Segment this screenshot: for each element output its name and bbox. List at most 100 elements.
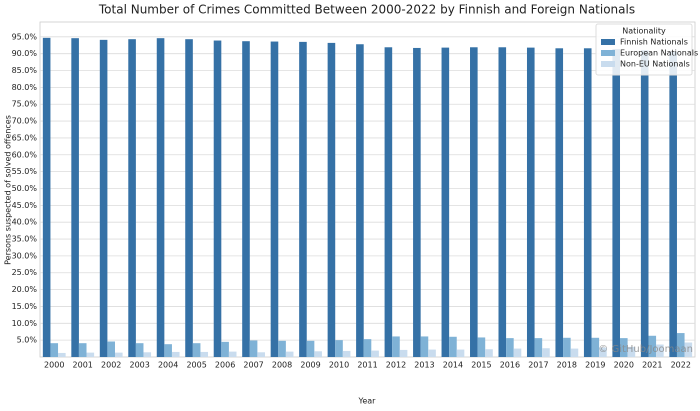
bar [42,37,51,358]
bar [192,343,201,357]
y-tick-label: 95.0% [12,32,38,41]
bar [449,336,457,357]
bar [327,42,336,357]
bar [363,339,372,357]
bar [356,44,364,357]
bar [78,343,87,357]
bar [257,352,265,357]
bar [278,340,286,357]
y-tick-label: 70.0% [12,117,38,126]
legend-label: Non-EU Nationals [620,60,690,69]
x-tick-label: 2001 [73,361,93,370]
bar [335,340,343,357]
y-tick-label: 75.0% [12,100,38,109]
bar [570,348,579,357]
x-tick-label: 2011 [357,361,377,370]
y-tick-label: 35.0% [12,235,38,244]
x-tick-label: 2000 [44,361,64,370]
legend-box [595,23,693,76]
bar [171,351,180,357]
bar [50,343,59,357]
bar [128,39,136,357]
x-tick-label: 2022 [671,361,691,370]
bar [299,41,307,357]
bar [249,340,258,357]
bar [599,347,607,357]
bar [420,336,429,357]
bar [399,349,408,357]
bar [306,340,315,357]
bar [242,41,250,357]
x-tick-label: 2002 [101,361,121,370]
x-tick-label: 2014 [443,361,463,370]
x-axis-label: Year [358,397,377,406]
bar [213,40,222,357]
bar [107,341,115,357]
bar [542,348,550,357]
x-tick-label: 2012 [386,361,406,370]
bar [314,351,322,357]
y-tick-label: 80.0% [12,83,38,92]
bar [270,41,279,358]
bar [470,47,478,357]
bar [71,38,79,357]
x-tick-label: 2013 [414,361,434,370]
bar [228,351,237,357]
bar [371,350,379,357]
bar [591,337,600,357]
bar [498,47,507,357]
bar [648,335,657,357]
y-tick-label: 55.0% [12,167,38,176]
y-tick-label: 15.0% [12,302,38,311]
bar [640,50,649,357]
bar [612,48,621,358]
bar [534,338,543,357]
x-tick-label: 2006 [215,361,235,370]
bar [485,349,493,357]
x-tick-label: 2003 [129,361,149,370]
bar [428,349,436,357]
bar [143,352,152,357]
bar [441,47,450,358]
x-tick-label: 2005 [186,361,206,370]
legend-label: Finnish Nationals [620,38,688,47]
y-tick-label: 20.0% [12,285,38,294]
y-tick-label: 30.0% [12,251,38,260]
x-tick-label: 2007 [243,361,263,370]
y-tick-label: 60.0% [12,150,38,159]
y-tick-label: 85.0% [12,66,38,75]
legend-swatch [601,50,615,56]
bar [620,338,628,357]
x-tick-label: 2008 [272,361,292,370]
x-tick-label: 2019 [585,361,605,370]
bar [669,51,677,357]
bar [456,349,465,357]
bar [285,351,294,357]
bar [526,47,535,358]
y-tick-label: 25.0% [12,268,38,277]
bar [200,351,209,357]
bar [627,346,636,357]
legend-swatch [601,61,615,67]
y-tick-label: 65.0% [12,133,38,142]
bar [656,344,664,357]
bar [506,338,514,357]
legend-title: Nationality [622,27,666,36]
bar [164,344,172,357]
bar [384,47,393,357]
x-tick-label: 2004 [158,361,178,370]
x-tick-label: 2016 [500,361,520,370]
chart-title: Total Number of Crimes Committed Between… [98,3,635,17]
bar [86,352,95,357]
y-tick-label: 45.0% [12,201,38,210]
legend-swatch [601,39,615,45]
bar [563,337,571,357]
bar [583,48,592,358]
y-tick-label: 50.0% [12,184,38,193]
bar [513,348,522,357]
x-tick-label: 2009 [300,361,320,370]
bar [221,341,229,357]
x-tick-label: 2018 [557,361,577,370]
x-tick-label: 2015 [471,361,491,370]
